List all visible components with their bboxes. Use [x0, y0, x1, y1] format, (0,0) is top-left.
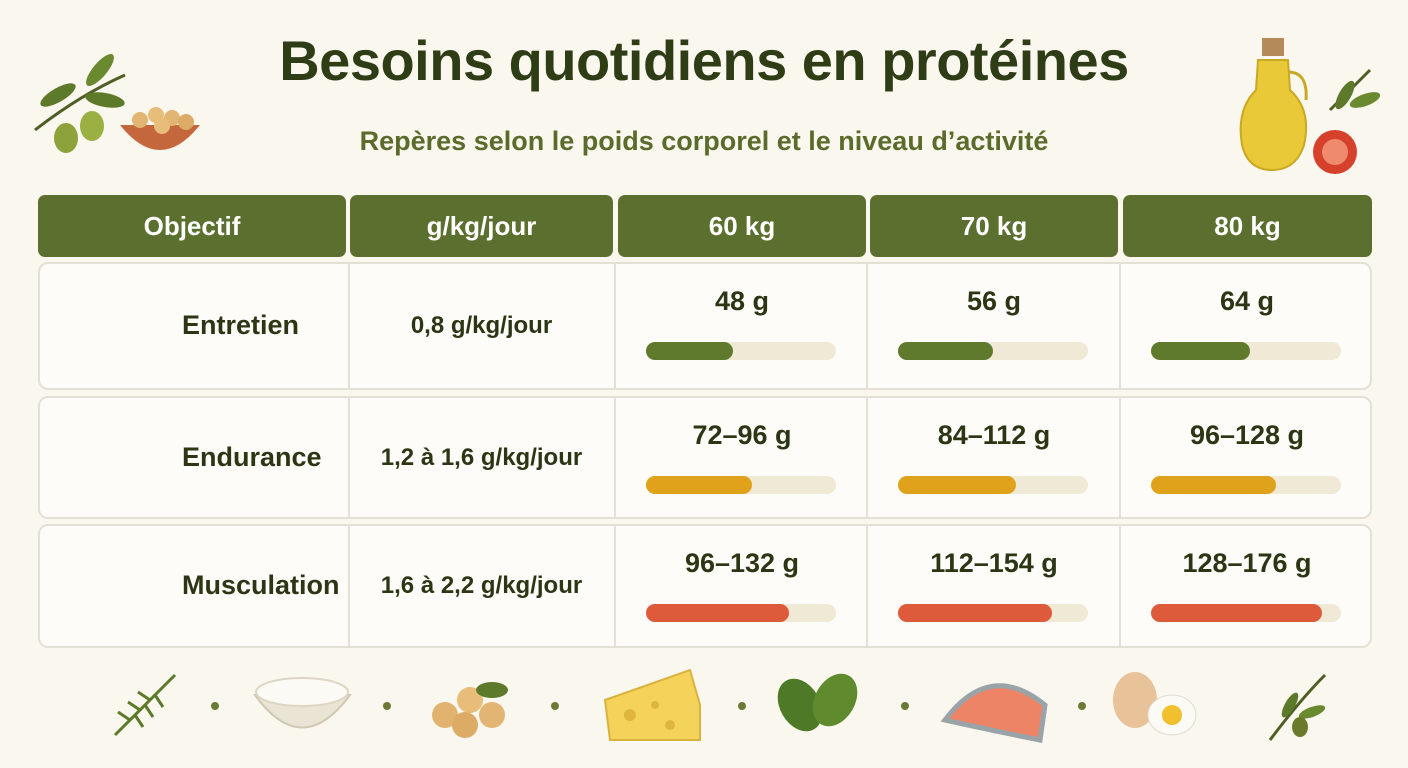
column-separator	[866, 396, 868, 519]
column-separator	[1119, 262, 1121, 390]
table-row	[38, 262, 1372, 390]
column-separator	[614, 262, 616, 390]
tomato	[1313, 68, 1381, 174]
header-cell: 80 kg	[1123, 195, 1372, 257]
row-label: Musculation	[182, 570, 340, 600]
subtitle: Repères selon le poids corporel et le ni…	[359, 126, 1049, 156]
header-cell: Objectif	[38, 195, 346, 257]
title: Besoins quotidiens en protéines	[279, 29, 1129, 92]
ratio-cell: 1,6 à 2,2 g/kg/jour	[380, 572, 583, 599]
column-separator	[348, 396, 350, 519]
amount: 72–96 g	[692, 420, 792, 450]
row-label: Entretien	[182, 310, 300, 340]
amount: 56 g	[966, 286, 1022, 316]
column-separator	[348, 262, 350, 390]
row-label: Endurance	[182, 441, 322, 472]
column-separator	[866, 524, 868, 648]
bar-fill	[646, 476, 753, 494]
ratio-cell: 0,8 g/kg/jour	[410, 312, 553, 339]
column-separator	[614, 396, 616, 519]
amount: 128–176 g	[1182, 548, 1312, 578]
header-cell: 70 kg	[870, 195, 1118, 257]
oil-jar	[1239, 38, 1308, 172]
ratio-cell: 1,2 à 1,6 g/kg/jour	[380, 443, 583, 471]
bar-fill	[646, 342, 734, 360]
bar-fill	[898, 604, 1052, 622]
amount: 64 g	[1219, 286, 1275, 316]
olive-branch	[34, 54, 126, 153]
amount: 96–132 g	[684, 548, 800, 578]
chickpea-bowl	[120, 107, 200, 150]
amount: 84–112 g	[937, 420, 1051, 450]
bar-fill	[646, 604, 789, 622]
header-cell: g/kg/jour	[350, 195, 613, 257]
amount: 112–154 g	[930, 548, 1058, 578]
column-separator	[348, 524, 350, 648]
bar-fill	[1151, 342, 1250, 360]
bar-fill	[1151, 476, 1277, 494]
amount: 48 g	[714, 286, 770, 316]
food-row	[113, 668, 1327, 743]
amount: 96–128 g	[1189, 420, 1305, 450]
column-separator	[1119, 524, 1121, 648]
column-separator	[1119, 396, 1121, 519]
bar-fill	[898, 342, 993, 360]
bar-fill	[898, 476, 1016, 494]
column-separator	[614, 524, 616, 648]
column-separator	[866, 262, 868, 390]
bar-fill	[1151, 604, 1322, 622]
table-row	[38, 524, 1372, 648]
header-cell: 60 kg	[618, 195, 866, 257]
table-row	[38, 396, 1372, 519]
